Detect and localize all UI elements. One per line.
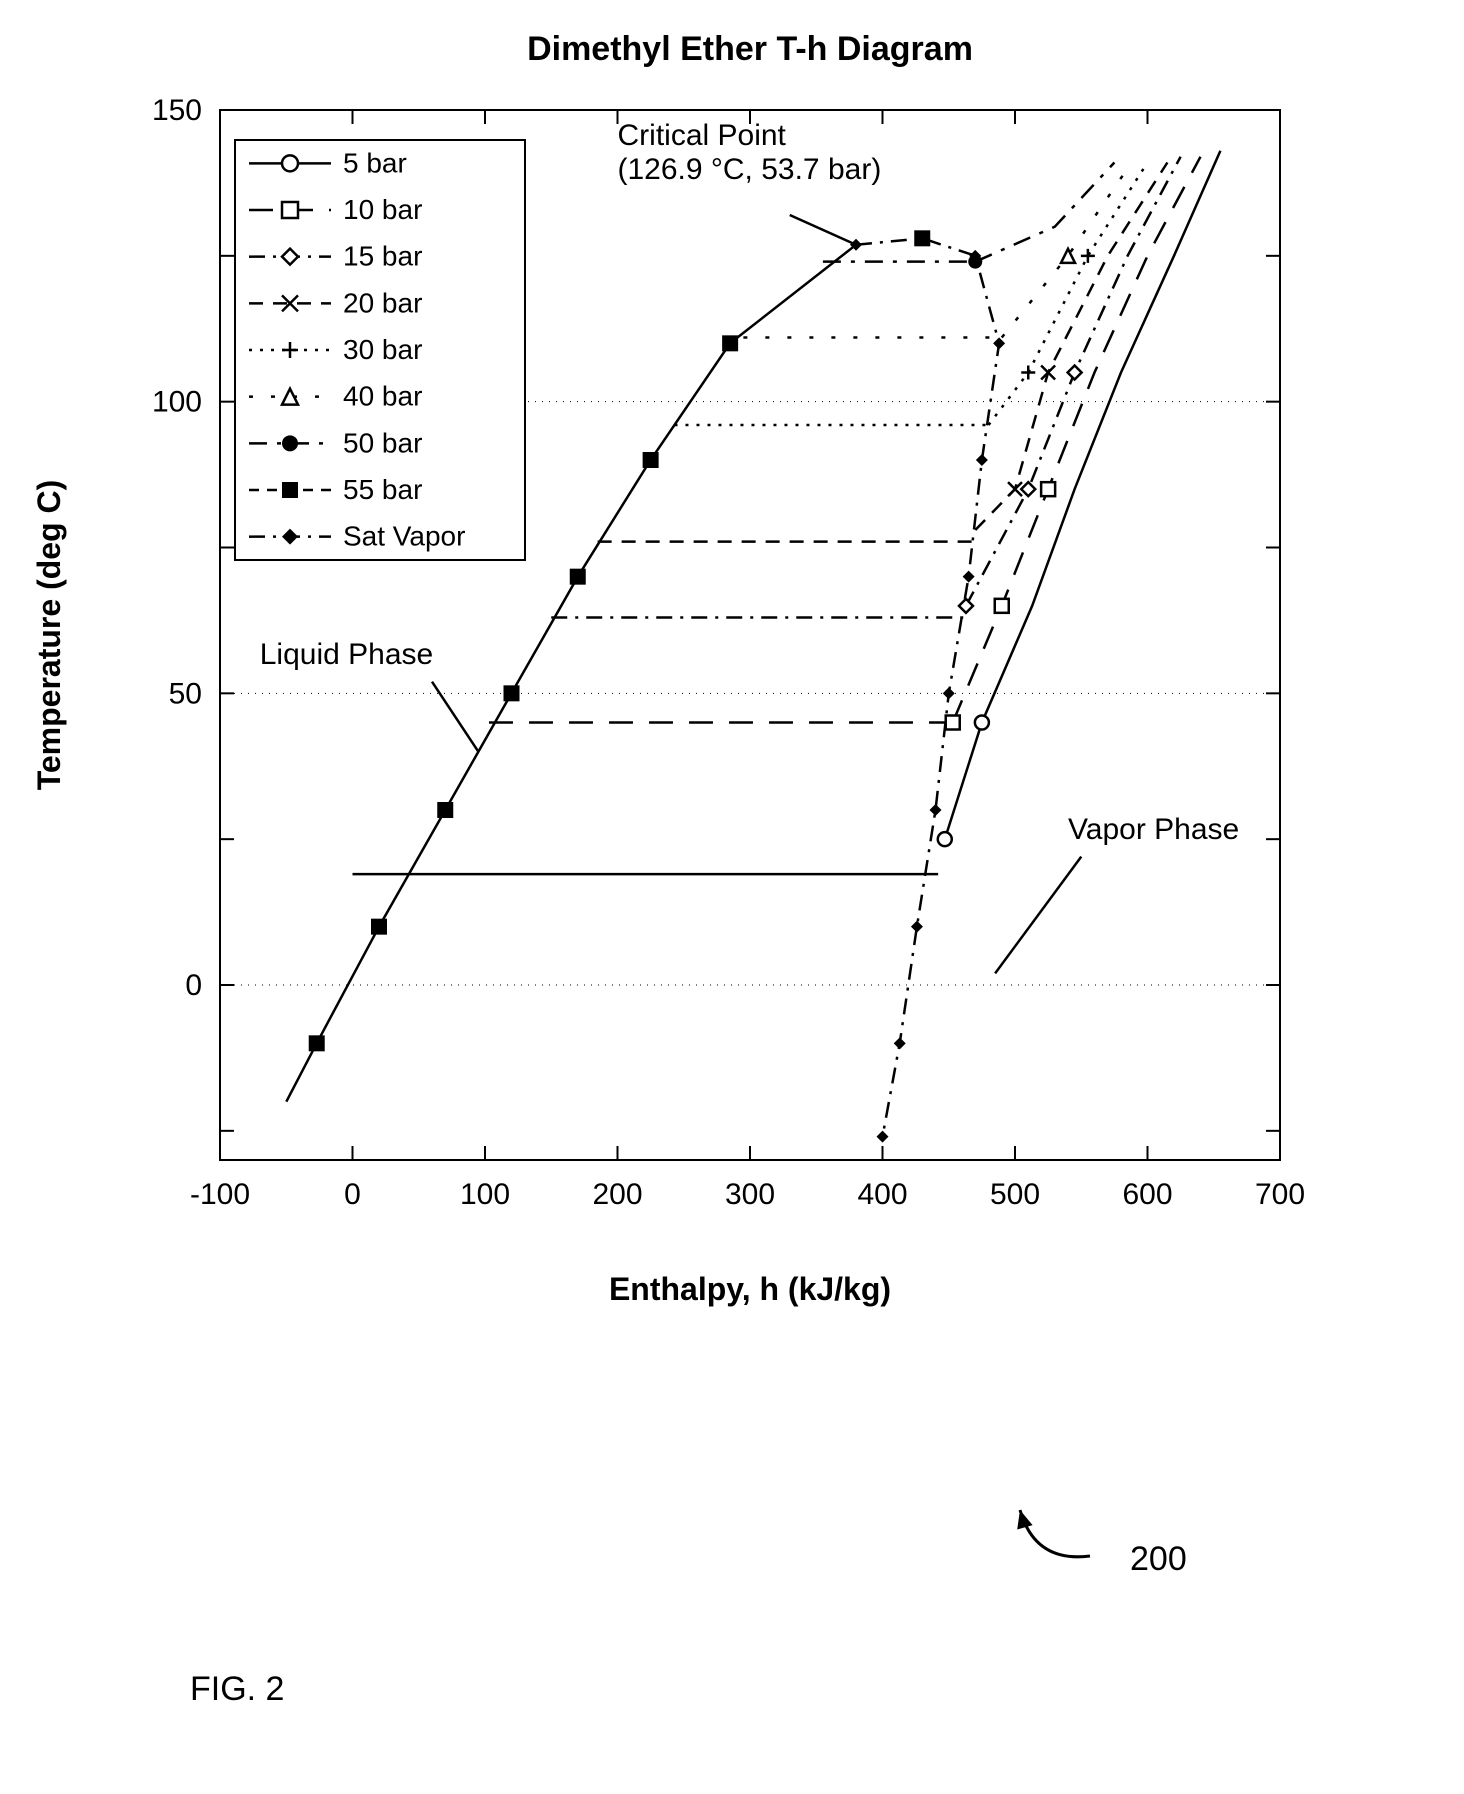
y-tick-label: 100 — [152, 386, 202, 419]
x-axis-label: Enthalpy, h (kJ/kg) — [609, 1271, 891, 1307]
critical-point-label: Critical Point — [618, 119, 787, 152]
legend-item-label: 15 bar — [343, 241, 422, 272]
legend-item-label: 5 bar — [343, 147, 407, 178]
isobar-30-vapor — [989, 163, 1148, 426]
critical-point-arrow — [790, 215, 856, 245]
legend-item-label: 50 bar — [343, 427, 422, 458]
x-tick-label: 700 — [1255, 1178, 1305, 1211]
isobar-15-vapor — [966, 157, 1181, 606]
x-tick-label: -100 — [190, 1178, 250, 1211]
legend-item-label: Sat Vapor — [343, 521, 465, 552]
isobar-5-vapor — [945, 151, 1221, 839]
th-diagram-svg: Dimethyl Ether T-h Diagram 0 50 100 150 -100 0… — [0, 0, 1464, 1794]
y-tick-label: 0 — [185, 969, 202, 1002]
legend-item-label: 40 bar — [343, 381, 422, 412]
x-tick-label: 500 — [990, 1178, 1040, 1211]
isobar-10-vapor — [953, 157, 1201, 723]
legend-item-label: 55 bar — [343, 474, 422, 505]
sat-vapor-line — [856, 238, 999, 1136]
x-tick-label: 0 — [344, 1178, 361, 1211]
legend-item-label: 30 bar — [343, 334, 422, 365]
x-tick-label: 300 — [725, 1178, 775, 1211]
figure-label: FIG. 2 — [190, 1670, 284, 1708]
vapor-phase-arrow — [995, 857, 1081, 974]
critical-point-value: (126.9 °C, 53.7 bar) — [618, 153, 882, 186]
vapor-phase-label: Vapor Phase — [1068, 813, 1239, 846]
x-tick-label: 600 — [1122, 1178, 1172, 1211]
isobar-50-vapor — [975, 163, 1114, 262]
x-tick-label: 200 — [592, 1178, 642, 1211]
chart-title: Dimethyl Ether T-h Diagram — [527, 30, 973, 68]
liquid-phase-label: Liquid Phase — [260, 638, 433, 671]
y-tick-label: 150 — [152, 94, 202, 127]
ref-number: 200 — [1130, 1540, 1187, 1578]
y-tick-label: 50 — [169, 677, 202, 710]
x-tick-label: 400 — [857, 1178, 907, 1211]
legend-item-label: 20 bar — [343, 287, 422, 318]
legend-item-label: 10 bar — [343, 194, 422, 225]
isobar-20-vapor — [975, 163, 1167, 531]
x-tick-label: 100 — [460, 1178, 510, 1211]
y-axis-label: Temperature (deg C) — [31, 480, 67, 791]
liquid-phase-arrow — [432, 682, 478, 752]
ref-arrow — [1020, 1510, 1090, 1557]
